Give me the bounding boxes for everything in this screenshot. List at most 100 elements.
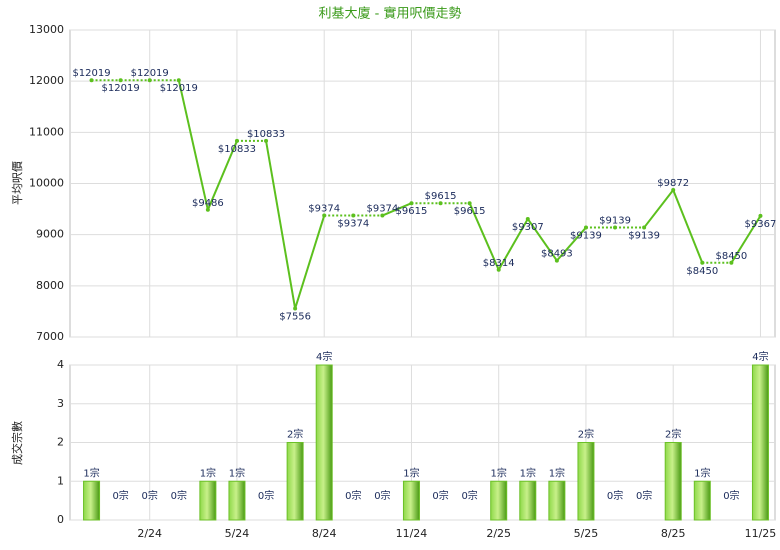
point	[758, 213, 763, 218]
data-label: $7556	[279, 312, 311, 323]
data-label: 1宗	[694, 466, 710, 479]
data-label: $9139	[628, 231, 660, 242]
bar	[228, 480, 246, 521]
data-label: $8314	[483, 258, 515, 269]
data-label: 1宗	[520, 466, 536, 479]
bar	[693, 480, 711, 521]
point	[380, 213, 385, 218]
line-segment	[497, 218, 529, 271]
data-label: 4宗	[316, 350, 332, 363]
data-label: 2宗	[578, 428, 594, 441]
y-tick-label: 11000	[29, 125, 64, 138]
x-tick-label: 2/25	[486, 527, 511, 540]
bar	[286, 442, 304, 521]
point	[525, 216, 530, 221]
data-label: 1宗	[403, 466, 419, 479]
data-label: 0宗	[461, 489, 477, 502]
data-label: 0宗	[112, 489, 128, 502]
bar	[315, 364, 333, 521]
data-label: 0宗	[432, 489, 448, 502]
data-label: $12019	[72, 68, 110, 79]
point	[613, 225, 618, 230]
point	[438, 201, 443, 206]
y-tick-label: 12000	[29, 74, 64, 87]
data-label: $12019	[131, 68, 169, 79]
data-label: 1宗	[83, 466, 99, 479]
bar	[83, 480, 101, 521]
data-label: 2宗	[665, 428, 681, 441]
data-label: $9367	[745, 219, 777, 230]
point	[496, 267, 501, 272]
line-segment	[468, 202, 500, 271]
point	[409, 201, 414, 206]
bar	[664, 442, 682, 521]
data-label: 0宗	[607, 489, 623, 502]
data-label: $8493	[541, 249, 573, 260]
point	[583, 225, 588, 230]
y-tick-label: 10000	[29, 177, 64, 190]
line-segment	[206, 140, 238, 211]
data-label: $9486	[192, 198, 224, 209]
data-label: 0宗	[723, 489, 739, 502]
data-label: 1宗	[549, 466, 565, 479]
point	[700, 260, 705, 265]
data-label: 4宗	[752, 350, 768, 363]
line-segment	[381, 202, 412, 217]
point	[264, 138, 269, 143]
data-label: 0宗	[142, 489, 158, 502]
point	[176, 78, 181, 83]
point	[554, 258, 559, 263]
bar	[548, 480, 566, 521]
chart-title: 利基大廈 - 實用呎價走勢	[319, 6, 462, 22]
x-tick-label: 5/25	[574, 527, 599, 540]
data-label: $10833	[247, 129, 285, 140]
y-tick-label: 4	[57, 358, 64, 371]
bar	[199, 480, 217, 521]
data-label: $8450	[715, 251, 747, 262]
y-tick-label: 2	[57, 436, 64, 449]
data-label: $8450	[686, 266, 718, 277]
bar	[577, 442, 595, 521]
data-label: 0宗	[171, 489, 187, 502]
x-tick-label: 8/25	[661, 527, 686, 540]
y-tick-label: 9000	[36, 228, 64, 241]
data-label: 2宗	[287, 428, 303, 441]
bar	[519, 480, 537, 521]
point	[351, 213, 356, 218]
data-label: $9615	[425, 191, 457, 202]
data-label: $9374	[308, 204, 340, 215]
data-label: 0宗	[374, 489, 390, 502]
point	[89, 78, 94, 83]
y-tick-label: 3	[57, 397, 64, 410]
point	[147, 78, 152, 83]
data-label: $9307	[512, 222, 544, 233]
y-tick-label: 0	[57, 513, 64, 526]
point	[642, 225, 647, 230]
data-label: $9615	[454, 206, 486, 217]
y-tick-label: 1	[57, 474, 64, 487]
line-segment	[556, 226, 587, 262]
point	[205, 207, 210, 212]
data-label: $12019	[160, 83, 198, 94]
bar	[490, 480, 508, 521]
data-label: $9615	[396, 206, 428, 217]
data-label: $9374	[337, 219, 369, 230]
line-segment	[294, 215, 326, 309]
data-label: 0宗	[345, 489, 361, 502]
data-label: $12019	[102, 83, 140, 94]
x-tick-label: 2/24	[137, 527, 162, 540]
line-segment	[643, 189, 674, 229]
point	[234, 138, 239, 143]
line-segment	[526, 218, 558, 262]
data-label: $10833	[218, 144, 256, 155]
data-label: $9872	[657, 178, 689, 189]
point	[671, 188, 676, 193]
x-tick-label: 8/24	[312, 527, 337, 540]
data-label: $9139	[599, 216, 631, 227]
x-tick-label: 11/24	[396, 527, 428, 540]
data-label: 0宗	[258, 489, 274, 502]
y-tick-label: 7000	[36, 330, 64, 343]
point	[729, 260, 734, 265]
y-axis-label: 成交宗數	[10, 421, 24, 465]
